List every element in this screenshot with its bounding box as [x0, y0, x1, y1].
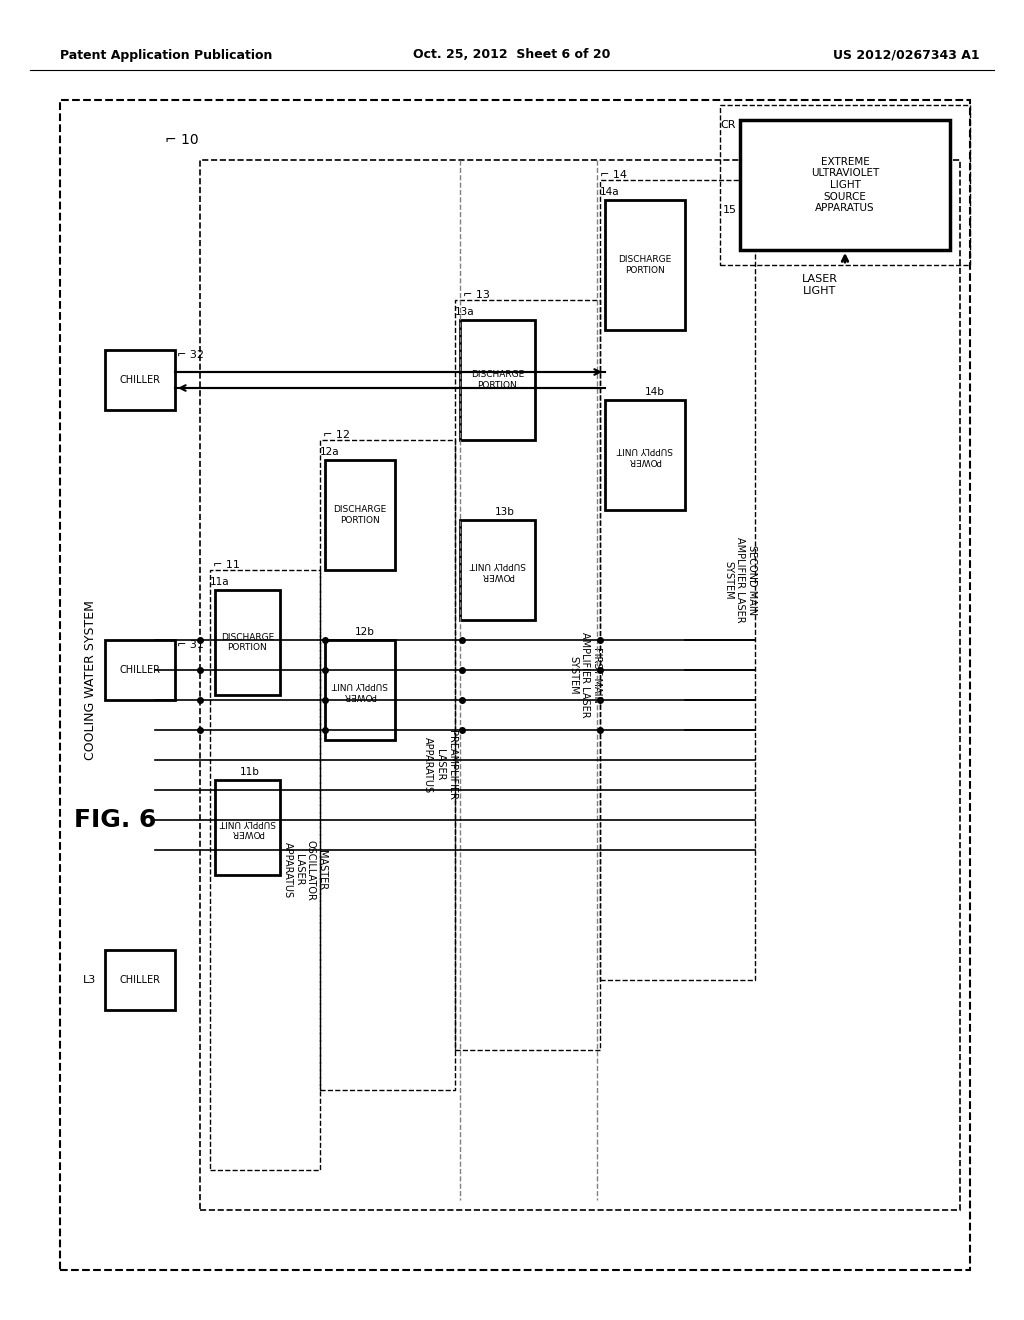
Text: POWER
SUPPLY UNIT: POWER SUPPLY UNIT	[469, 560, 525, 579]
Bar	[210, 570, 319, 1170]
Text: POWER
SUPPLY UNIT: POWER SUPPLY UNIT	[616, 445, 673, 465]
Bar	[605, 201, 685, 330]
Text: CHILLER: CHILLER	[120, 375, 161, 385]
Text: ⌐ 32: ⌐ 32	[177, 350, 204, 360]
Text: POWER
SUPPLY UNIT: POWER SUPPLY UNIT	[332, 680, 388, 700]
Text: COOLING WATER SYSTEM: COOLING WATER SYSTEM	[84, 601, 96, 760]
Bar	[215, 590, 280, 696]
Text: DISCHARGE
PORTION: DISCHARGE PORTION	[221, 632, 274, 652]
Bar	[460, 520, 535, 620]
Bar	[605, 400, 685, 510]
Bar	[60, 100, 970, 1270]
Bar	[455, 300, 600, 1049]
Text: ⌐ 13: ⌐ 13	[463, 290, 489, 300]
Bar	[720, 106, 970, 265]
Text: LASER
LIGHT: LASER LIGHT	[802, 275, 838, 296]
Text: FIG. 6: FIG. 6	[74, 808, 157, 832]
Text: L3: L3	[83, 975, 96, 985]
Text: EXTREME
ULTRAVIOLET
LIGHT
SOURCE
APPARATUS: EXTREME ULTRAVIOLET LIGHT SOURCE APPARAT…	[811, 157, 880, 214]
Text: ⌐ 14: ⌐ 14	[600, 170, 627, 180]
Bar	[105, 950, 175, 1010]
Text: ⌐ 10: ⌐ 10	[165, 133, 199, 147]
Bar	[325, 459, 395, 570]
Text: DISCHARGE
PORTION: DISCHARGE PORTION	[334, 506, 387, 525]
Text: CHILLER: CHILLER	[120, 975, 161, 985]
Bar	[600, 180, 755, 979]
Text: ⌐ 12: ⌐ 12	[323, 430, 350, 440]
Text: 11b: 11b	[240, 767, 260, 777]
Bar	[105, 350, 175, 411]
Text: 12a: 12a	[321, 447, 340, 457]
Text: SECOND MAIN
AMPLIFIER LASER
SYSTEM: SECOND MAIN AMPLIFIER LASER SYSTEM	[723, 537, 757, 623]
Bar	[215, 780, 280, 875]
Bar	[319, 440, 455, 1090]
Bar	[740, 120, 950, 249]
Text: 14a: 14a	[600, 187, 620, 197]
Text: DISCHARGE
PORTION: DISCHARGE PORTION	[618, 255, 672, 275]
Bar	[325, 640, 395, 741]
Text: ⌐ 11: ⌐ 11	[213, 560, 240, 570]
Text: MASTER
OSCILLATOR
LASER
APPARATUS: MASTER OSCILLATOR LASER APPARATUS	[283, 840, 328, 900]
Text: POWER
SUPPLY UNIT: POWER SUPPLY UNIT	[219, 818, 275, 837]
Text: 14b: 14b	[645, 387, 665, 397]
Text: ⌐ 31: ⌐ 31	[177, 640, 204, 649]
Text: 11a: 11a	[210, 577, 229, 587]
Text: 15: 15	[723, 205, 737, 215]
Text: 12b: 12b	[355, 627, 375, 638]
Text: CR: CR	[720, 120, 736, 129]
Bar	[460, 319, 535, 440]
Text: FIRST MAIN
AMPLIFIER LASER
SYSTEM: FIRST MAIN AMPLIFIER LASER SYSTEM	[568, 632, 602, 718]
Bar	[200, 160, 961, 1210]
Text: 13b: 13b	[495, 507, 515, 517]
Text: US 2012/0267343 A1: US 2012/0267343 A1	[834, 49, 980, 62]
Text: DISCHARGE
PORTION: DISCHARGE PORTION	[471, 371, 524, 389]
Text: CHILLER: CHILLER	[120, 665, 161, 675]
Bar	[105, 640, 175, 700]
Text: 13a: 13a	[456, 308, 475, 317]
Text: PREAMPLIFIER
LASER
APPARATUS: PREAMPLIFIER LASER APPARATUS	[423, 730, 457, 800]
Text: Patent Application Publication: Patent Application Publication	[60, 49, 272, 62]
Text: Oct. 25, 2012  Sheet 6 of 20: Oct. 25, 2012 Sheet 6 of 20	[414, 49, 610, 62]
